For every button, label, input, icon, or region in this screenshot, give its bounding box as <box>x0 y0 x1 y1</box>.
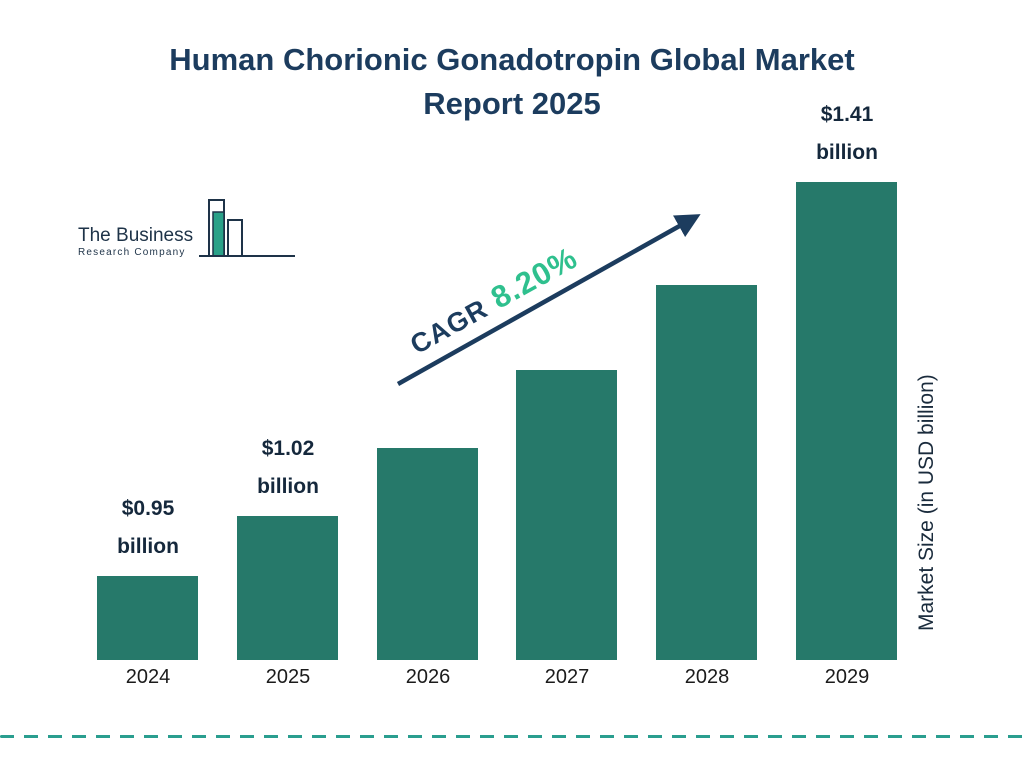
cagr-annotation: CAGR8.20% <box>403 240 583 362</box>
bar-2028 <box>656 285 757 660</box>
bar-value-label-2029: $1.41 billion <box>816 103 878 164</box>
bar-2025 <box>237 516 338 660</box>
bar-2024 <box>97 576 198 660</box>
x-tick-label-2026: 2026 <box>405 666 451 688</box>
cagr-label: CAGR <box>405 293 493 360</box>
logo-company-name: The Business <box>78 225 194 246</box>
chart-title-line2: Report 2025 <box>423 86 601 121</box>
bar-value-label-2025: $1.02 billion <box>257 437 319 498</box>
chart-title-line1: Human Chorionic Gonadotropin Global Mark… <box>169 42 855 77</box>
cagr-value: 8.20% <box>485 239 584 316</box>
x-tick-label-2024: 2024 <box>125 666 171 688</box>
x-tick-label-2029: 2029 <box>824 666 870 688</box>
bar-2027 <box>516 370 617 660</box>
chart-title: Human Chorionic Gonadotropin Global Mark… <box>0 38 1024 126</box>
x-tick-label-2028: 2028 <box>684 666 730 688</box>
bar-2026 <box>377 448 478 660</box>
x-tick-label-2027: 2027 <box>544 666 590 688</box>
bar-value-label-2024: $0.95 billion <box>117 497 179 558</box>
y-axis-label: Market Size (in USD billion) <box>915 374 938 632</box>
logo-text: The Business Research Company <box>78 225 193 264</box>
bar-2029 <box>796 182 897 660</box>
x-tick-label-2025: 2025 <box>265 666 311 688</box>
company-logo: The Business Research Company <box>78 198 297 264</box>
bottom-dashed-line <box>0 735 1024 738</box>
logo-bar-chart-icon <box>199 199 296 257</box>
logo-company-subtitle: Research Company <box>78 247 186 258</box>
